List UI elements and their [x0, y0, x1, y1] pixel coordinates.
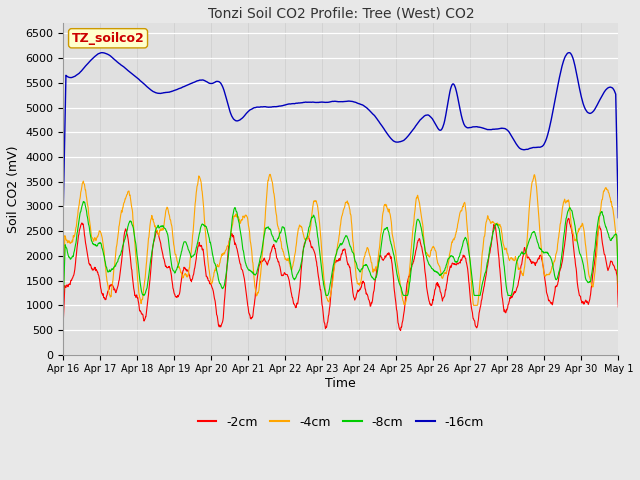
Legend: -2cm, -4cm, -8cm, -16cm: -2cm, -4cm, -8cm, -16cm [193, 411, 489, 434]
Title: Tonzi Soil CO2 Profile: Tree (West) CO2: Tonzi Soil CO2 Profile: Tree (West) CO2 [207, 7, 474, 21]
Y-axis label: Soil CO2 (mV): Soil CO2 (mV) [7, 145, 20, 233]
X-axis label: Time: Time [326, 377, 356, 390]
Text: TZ_soilco2: TZ_soilco2 [72, 32, 145, 45]
